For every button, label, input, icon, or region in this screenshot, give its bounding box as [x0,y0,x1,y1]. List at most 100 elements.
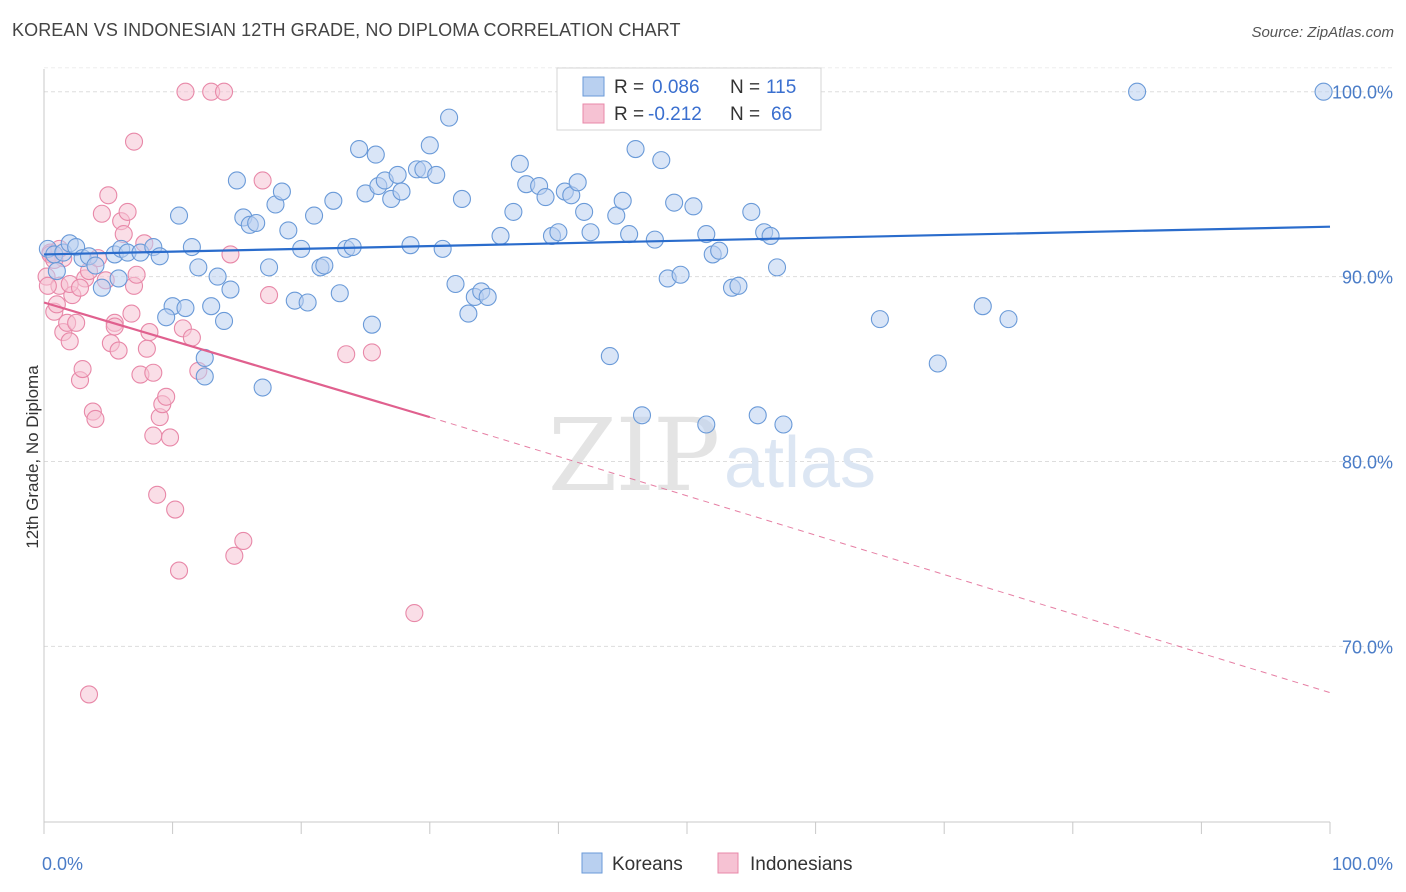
point-indonesians-33 [144,363,163,382]
bottom-legend-swatch-koreans [581,852,603,874]
point-koreans-89 [645,230,664,249]
y-tick-labels: 100.0% 90.0% 80.0% 70.0% [1332,83,1393,658]
watermark: ZIP atlas [548,397,876,514]
point-koreans-25 [202,297,221,316]
point-indonesians-43 [176,82,195,101]
point-koreans-106 [774,415,793,434]
point-koreans-93 [671,265,690,284]
point-koreans-104 [761,226,780,245]
point-indonesians-57 [124,132,144,151]
point-koreans-51 [366,145,385,164]
gridlines [44,67,1392,647]
point-koreans-101 [742,202,761,221]
point-koreans-85 [613,191,632,210]
point-koreans-8 [86,256,105,275]
watermark-atlas: atlas [724,423,876,503]
point-koreans-108 [928,354,947,373]
point-koreans-95 [697,225,716,244]
point-indonesians-39 [160,428,180,447]
point-koreans-11 [109,269,128,288]
point-koreans-34 [259,258,279,277]
point-koreans-29 [227,171,246,190]
point-koreans-33 [253,378,272,397]
point-koreans-98 [710,241,729,260]
y-tick-label-0: 100.0% [1332,83,1393,103]
trend-line-koreans [43,225,1331,256]
trend-lines [43,225,1331,694]
point-indonesians-64 [105,317,124,336]
point-koreans-2 [47,262,66,281]
point-koreans-92 [665,193,684,212]
legend-swatch-indonesians [582,103,605,124]
chart-source: Source: ZipAtlas.com [1251,24,1394,41]
axes [43,69,1331,834]
point-indonesians-22 [109,341,128,360]
x-tick-label-1: 100.0% [1332,854,1393,874]
point-indonesians-65 [38,276,57,295]
legend-n-label-1: N = [730,77,765,98]
point-koreans-20 [176,298,195,318]
x-tick-label-0: 0.0% [42,854,83,874]
point-koreans-23 [195,367,214,386]
point-indonesians-19 [99,186,118,205]
point-koreans-9 [92,278,111,297]
point-koreans-82 [581,223,600,242]
point-indonesians-28 [127,265,146,284]
point-indonesians-41 [169,561,189,580]
y-tick-label-2: 80.0% [1342,452,1393,472]
point-indonesians-17 [92,204,111,223]
point-indonesians-51 [253,171,272,190]
point-indonesians-52 [259,286,279,305]
point-koreans-69 [478,287,497,306]
point-koreans-22 [189,258,208,277]
point-koreans-86 [620,225,639,244]
trend-line-indonesians [43,301,431,419]
point-koreans-102 [748,406,767,425]
point-indonesians-9 [67,313,86,332]
point-koreans-83 [600,347,619,366]
bottom-legend-indonesians: Indonesians [750,854,852,875]
point-koreans-62 [433,239,452,258]
point-koreans-50 [362,315,381,334]
trend-line-indonesians-extension [429,416,1331,694]
point-indonesians-34 [144,426,163,445]
point-koreans-37 [279,221,298,240]
point-indonesians-25 [118,202,137,221]
point-koreans-81 [575,202,594,221]
chart-title: KOREAN VS INDONESIAN 12TH GRADE, NO DIPL… [12,20,681,40]
point-koreans-21 [182,237,201,257]
legend-n-value-1: 115 [766,77,796,98]
point-koreans-94 [684,197,703,216]
point-koreans-100 [729,276,748,295]
x-tick-labels: 0.0% 100.0% [42,854,1393,874]
point-indonesians-49 [225,546,244,565]
legend-n-value-2: 66 [771,104,792,125]
y-tick-label-1: 90.0% [1342,268,1393,288]
point-koreans-28 [221,280,240,299]
point-koreans-107 [870,310,889,329]
legend-n-label-2: N = [730,104,765,125]
point-koreans-90 [652,151,671,170]
point-koreans-64 [446,274,465,294]
point-koreans-66 [459,304,478,323]
point-koreans-80 [568,173,587,192]
legend-r-value-1: 0.086 [652,77,700,98]
point-koreans-32 [247,213,266,233]
bottom-legend-koreans: Koreans [612,854,683,875]
point-koreans-105 [767,258,787,277]
point-koreans-65 [452,189,472,209]
point-koreans-71 [504,202,523,221]
point-indonesians-31 [137,339,156,358]
point-koreans-36 [272,182,291,201]
point-koreans-18 [157,308,176,327]
point-koreans-16 [150,247,169,266]
point-koreans-41 [305,206,324,225]
point-koreans-109 [973,297,992,316]
bottom-legend: Koreans Indonesians [581,852,852,875]
point-koreans-61 [427,165,446,184]
point-indonesians-38 [157,387,176,406]
bottom-legend-swatch-indonesians [717,852,739,874]
point-indonesians-53 [337,345,356,364]
point-indonesians-48 [221,245,240,264]
